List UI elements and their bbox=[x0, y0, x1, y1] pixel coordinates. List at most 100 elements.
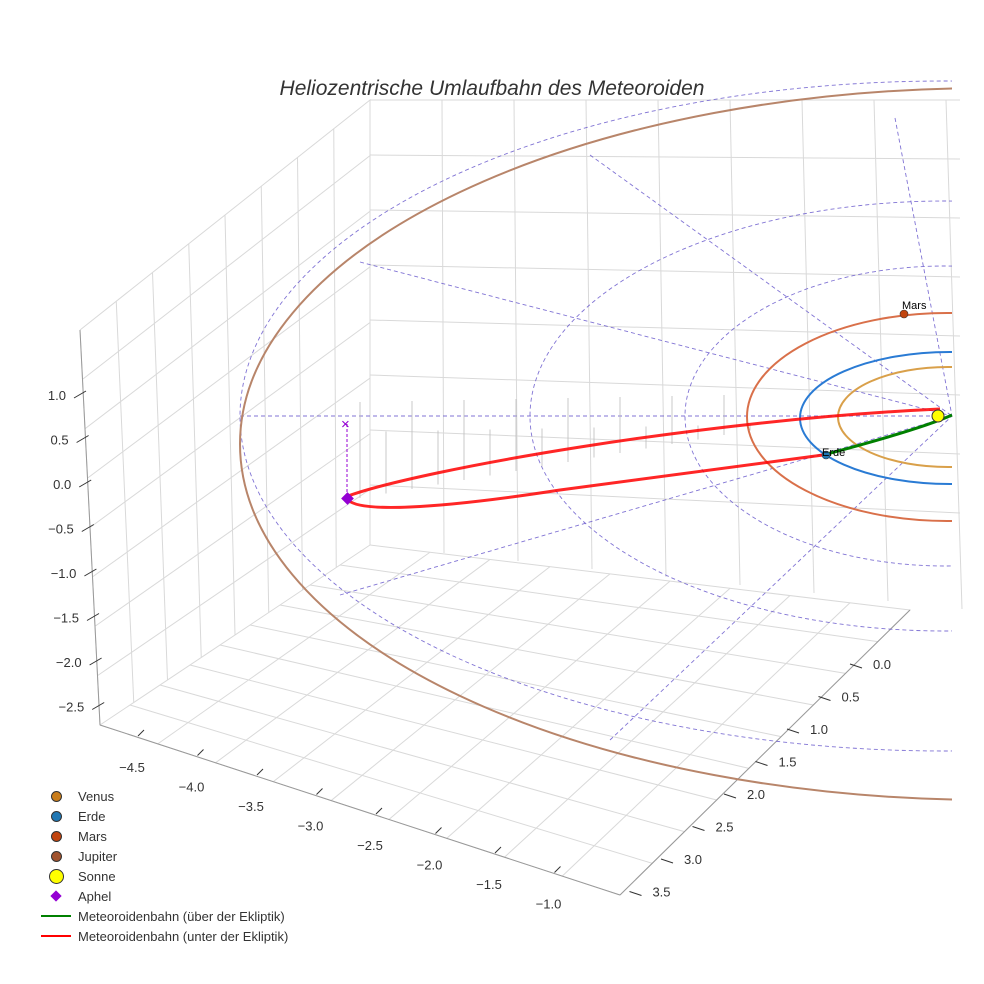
grid-line bbox=[369, 319, 961, 337]
y-tick-label: 2.5 bbox=[715, 820, 733, 835]
y-tick-mark bbox=[692, 826, 705, 831]
z-tick-label: 1.0 bbox=[48, 388, 66, 403]
dashed-spoke bbox=[359, 261, 952, 417]
x-tick-mark bbox=[435, 827, 442, 834]
z-axis-line bbox=[79, 329, 101, 726]
grid-line bbox=[729, 99, 741, 586]
floor-grid bbox=[129, 551, 878, 877]
dashed-ring bbox=[529, 200, 952, 632]
grid-line bbox=[369, 209, 961, 219]
x-tick-label: −4.5 bbox=[119, 760, 145, 775]
x-tick-label: −1.0 bbox=[536, 897, 562, 912]
grid-line bbox=[129, 704, 653, 864]
x-axis-line bbox=[99, 724, 621, 896]
grid-line bbox=[873, 99, 889, 602]
legend-label: Meteoroidenbahn (unter der Ekliptik) bbox=[78, 928, 289, 944]
dashed-spoke bbox=[589, 154, 952, 417]
x-tick-label: −1.5 bbox=[476, 877, 502, 892]
grid-line bbox=[441, 99, 445, 554]
meteor-orbit-below-upper bbox=[347, 407, 941, 498]
grid-line bbox=[585, 99, 593, 570]
y-tick-mark bbox=[849, 663, 863, 669]
erde-marker bbox=[821, 450, 831, 460]
grid-line bbox=[513, 99, 519, 562]
left-pane-grid bbox=[82, 128, 371, 703]
z-tick-label: 0.0 bbox=[53, 477, 71, 492]
z-tick-mark bbox=[73, 390, 87, 399]
grid-line bbox=[273, 566, 551, 783]
grid-line bbox=[561, 602, 851, 877]
grid-line bbox=[260, 186, 270, 613]
sonne-marker bbox=[931, 409, 945, 423]
legend-label: Mars bbox=[78, 828, 107, 844]
legend-item: Meteoroidenbahn (über der Ekliptik) bbox=[34, 906, 288, 926]
z-tick-label: 0.5 bbox=[51, 433, 69, 448]
x-tick-label: −2.5 bbox=[357, 838, 383, 853]
z-tick-label: −1.0 bbox=[51, 566, 77, 581]
grid-line bbox=[657, 99, 667, 578]
y-tick-mark bbox=[629, 891, 642, 896]
y-tick-label: 1.5 bbox=[778, 755, 796, 770]
z-tick-label: −0.5 bbox=[48, 522, 74, 537]
y-tick-label: 3.5 bbox=[652, 885, 670, 900]
legend-item: Aphel bbox=[34, 886, 288, 906]
grid-line bbox=[97, 488, 371, 677]
legend-item: Erde bbox=[34, 806, 288, 826]
grid-panes bbox=[79, 98, 963, 896]
legend-label: Sonne bbox=[78, 868, 116, 884]
grid-line bbox=[339, 564, 878, 643]
dashed-ring bbox=[684, 265, 952, 567]
x-tick-label: −3.5 bbox=[238, 799, 264, 814]
z-tick-label: −2.0 bbox=[56, 655, 82, 670]
x-tick-label: −4.0 bbox=[179, 780, 205, 795]
legend-item: Sonne bbox=[34, 866, 288, 886]
grid-line bbox=[504, 595, 791, 858]
mars-label: Mars bbox=[902, 300, 927, 312]
x-tick-mark bbox=[375, 807, 383, 815]
grid-line bbox=[94, 433, 371, 627]
circle-icon bbox=[34, 850, 78, 862]
z-tick-mark bbox=[84, 568, 97, 577]
z-axis-ticks: 1.0 0.5 0.0 −0.5 −1.0 −1.5 −2.0 −2.5 bbox=[48, 388, 105, 715]
grid-line bbox=[309, 584, 846, 674]
circle-icon bbox=[34, 810, 78, 822]
x-tick-mark bbox=[316, 788, 323, 795]
aphel-projection-marker-icon: × bbox=[341, 416, 350, 433]
line-icon bbox=[34, 915, 78, 917]
y-axis-line bbox=[619, 609, 911, 896]
chart-title: Heliozentrische Umlaufbahn des Meteoroid… bbox=[280, 77, 705, 100]
grid-line bbox=[249, 624, 782, 738]
grid-line bbox=[388, 580, 671, 820]
legend-label: Venus bbox=[78, 788, 115, 804]
aphel-marker bbox=[341, 492, 354, 505]
y-tick-label: 2.0 bbox=[747, 787, 765, 802]
dashed-ring bbox=[239, 80, 952, 752]
z-tick-mark bbox=[89, 657, 102, 666]
grid-line bbox=[189, 664, 717, 801]
grid-line bbox=[157, 551, 431, 745]
x-tick-mark bbox=[137, 729, 145, 737]
x-tick-mark bbox=[554, 866, 561, 873]
legend-item: Venus bbox=[34, 786, 288, 806]
grid-line bbox=[159, 684, 685, 833]
z-tick-mark bbox=[91, 702, 105, 710]
grid-line bbox=[945, 99, 963, 610]
x-tick-label: −3.0 bbox=[298, 819, 324, 834]
z-tick-label: −1.5 bbox=[53, 611, 79, 626]
x-axis-ticks: −4.5 −4.0 −3.5 −3.0 −2.5 −2.0 −1.5 −1.0 bbox=[119, 729, 562, 912]
grid-line bbox=[92, 377, 371, 578]
z-tick-mark bbox=[86, 613, 100, 621]
y-tick-mark bbox=[786, 728, 800, 734]
legend-label: Erde bbox=[78, 808, 106, 824]
legend-label: Meteoroidenbahn (über der Ekliptik) bbox=[78, 908, 285, 924]
y-tick-label: 0.5 bbox=[841, 690, 859, 705]
x-tick-mark bbox=[256, 768, 264, 776]
meteor-orbit-below-lower bbox=[346, 453, 824, 509]
grid-line bbox=[369, 264, 961, 278]
y-tick-mark bbox=[818, 696, 831, 701]
grid-line bbox=[369, 484, 961, 514]
y-tick-label: 1.0 bbox=[810, 722, 828, 737]
legend-label: Jupiter bbox=[78, 848, 118, 864]
grid-line bbox=[446, 587, 731, 839]
